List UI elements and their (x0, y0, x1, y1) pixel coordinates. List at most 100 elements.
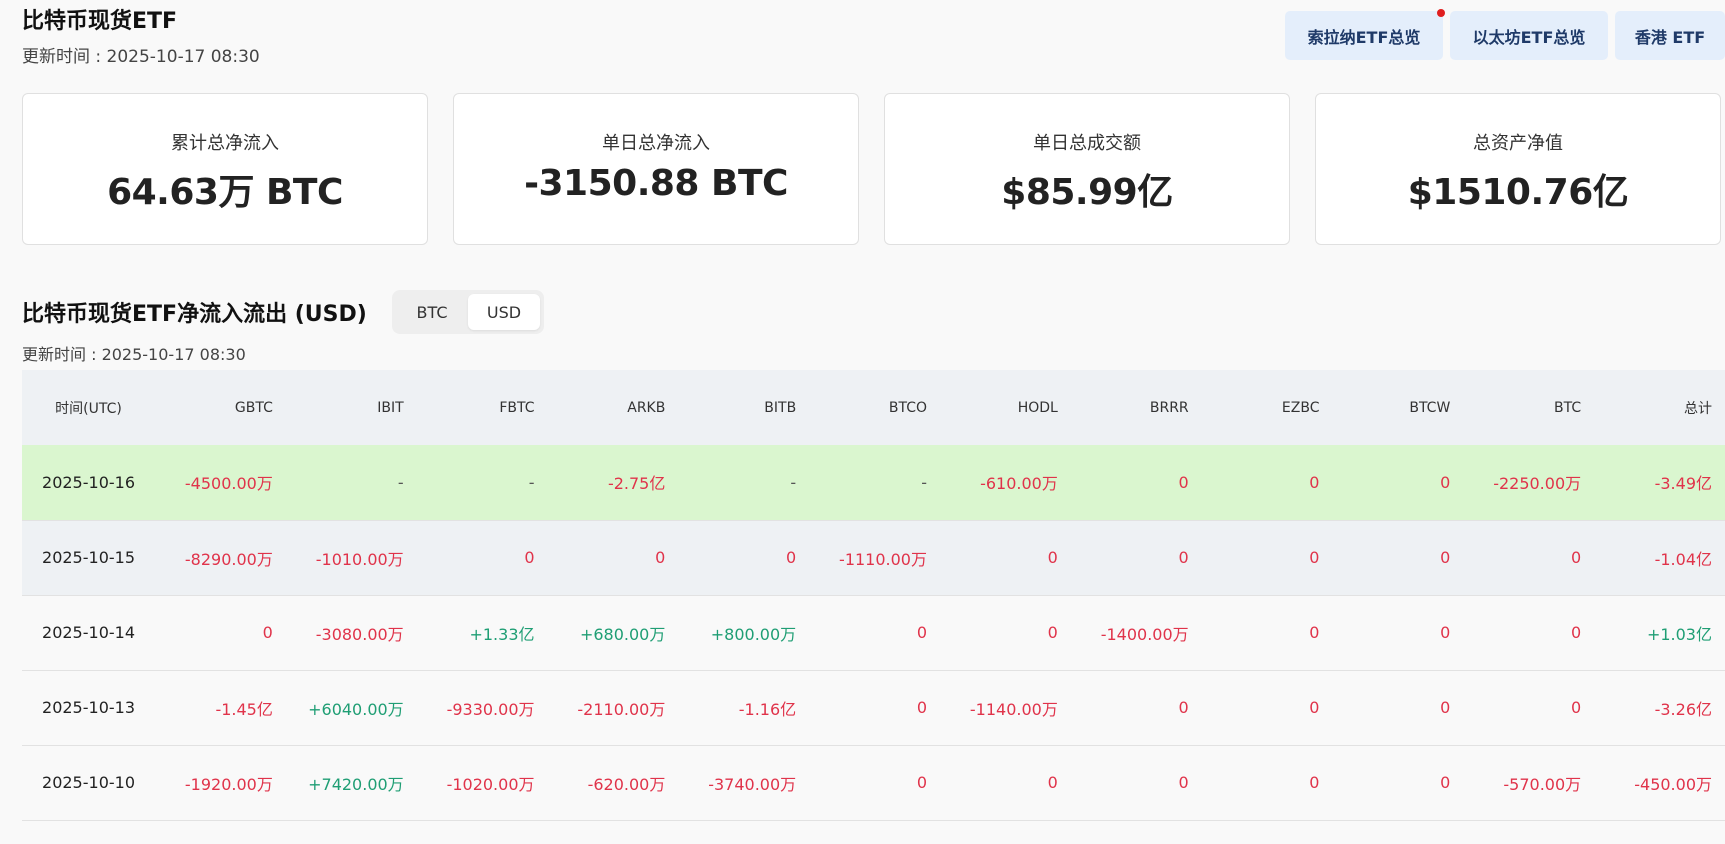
notification-dot (1437, 9, 1445, 17)
solana-etf-label: 索拉纳ETF总览 (1307, 27, 1421, 47)
flow-cell: 0 (1332, 595, 1464, 671)
date-cell: 2025-10-10 (22, 745, 156, 821)
flow-cell: 0 (1201, 595, 1333, 671)
flow-cell: -450.00万 (1594, 745, 1725, 821)
flow-cell: -1020.00万 (416, 745, 548, 821)
flow-cell: 0 (1463, 670, 1595, 746)
flow-cell: 0 (1332, 745, 1464, 821)
toggle-usd[interactable]: USD (468, 294, 540, 330)
flow-cell: -1.16亿 (678, 670, 810, 746)
toggle-btc[interactable]: BTC (416, 302, 448, 322)
flow-cell: 0 (1070, 445, 1202, 521)
ethereum-etf-button[interactable]: 以太坊ETF总览 (1450, 11, 1608, 60)
flow-cell: -1400.00万 (1070, 595, 1202, 671)
flow-cell: 0 (940, 745, 1071, 821)
column-header: 时间(UTC) (22, 370, 156, 445)
solana-etf-button[interactable]: 索拉纳ETF总览 (1285, 9, 1445, 60)
column-header: 总计 (1594, 370, 1725, 445)
flow-cell: -1010.00万 (285, 520, 417, 596)
flow-cell: - (416, 445, 548, 521)
top-nav-buttons: 索拉纳ETF总览 以太坊ETF总览 香港 ETF (1285, 9, 1725, 60)
stats-row: 累计总净流入 64.63万 BTC 单日总净流入 -3150.88 BTC 单日… (22, 93, 1721, 245)
flow-cell: 0 (155, 595, 286, 671)
stat-value: 64.63万 BTC (107, 172, 343, 213)
stat-label: 单日总净流入 (602, 133, 710, 154)
column-header: ARKB (547, 370, 679, 445)
flow-cell: - (809, 445, 940, 521)
column-header: BTCW (1332, 370, 1464, 445)
flow-cell: 0 (809, 670, 940, 746)
section-title: 比特币现货ETF净流入流出 (USD) (22, 302, 367, 327)
column-header: GBTC (155, 370, 286, 445)
column-header: FBTC (416, 370, 548, 445)
flow-cell: -4500.00万 (155, 445, 286, 521)
flow-cell: +680.00万 (547, 595, 679, 671)
flow-cell: -8290.00万 (155, 520, 286, 596)
flow-cell: -3.49亿 (1594, 445, 1725, 521)
flow-cell: +1.03亿 (1594, 595, 1725, 671)
table-body: 2025-10-16 -4500.00万 - - -2.75亿 - - -610.00万 0 0 0… (22, 445, 1725, 821)
date-cell: 2025-10-15 (22, 520, 156, 596)
table-header-row: 时间(UTC) GBTC IBIT FBTC ARKB BITB BTCO HODL BRRR E… (22, 370, 1725, 445)
flow-cell: +7420.00万 (285, 745, 417, 821)
stat-value: $1510.76亿 (1407, 172, 1629, 213)
flow-cell: -2250.00万 (1463, 445, 1595, 521)
column-header: EZBC (1201, 370, 1333, 445)
flow-cell: 0 (809, 745, 940, 821)
flow-cell: 0 (1332, 670, 1464, 746)
flow-cell: -570.00万 (1463, 745, 1595, 821)
column-header: BRRR (1070, 370, 1202, 445)
page-header: 比特币现货ETF 更新时间 : 2025-10-17 08:30 (22, 8, 260, 67)
flow-cell: -9330.00万 (416, 670, 548, 746)
flow-cell: 0 (1201, 745, 1333, 821)
table-row: 2025-10-13 -1.45亿 +6040.00万 -9330.00万 -2110.… (22, 670, 1725, 746)
column-header: IBIT (285, 370, 417, 445)
stat-card-cumulative-inflow: 累计总净流入 64.63万 BTC (22, 93, 428, 245)
flow-cell: -2.75亿 (547, 445, 679, 521)
flow-cell: -3080.00万 (285, 595, 417, 671)
page-updated-time: 更新时间 : 2025-10-17 08:30 (22, 47, 260, 67)
flow-cell: -2110.00万 (547, 670, 679, 746)
flow-cell: -3.26亿 (1594, 670, 1725, 746)
flow-cell: -610.00万 (940, 445, 1071, 521)
stat-card-total-nav: 总资产净值 $1510.76亿 (1315, 93, 1721, 245)
hongkong-etf-button[interactable]: 香港 ETF (1615, 11, 1725, 60)
flow-cell: -1110.00万 (809, 520, 940, 596)
flow-cell: +1.33亿 (416, 595, 548, 671)
flow-cell: 0 (1332, 445, 1464, 521)
flow-cell: 0 (1463, 595, 1595, 671)
column-header: BTC (1463, 370, 1595, 445)
flow-cell: 0 (1070, 745, 1202, 821)
flow-cell: 0 (1070, 670, 1202, 746)
flow-cell: 0 (940, 520, 1071, 596)
flow-cell: 0 (1463, 520, 1595, 596)
flow-cell: 0 (1332, 520, 1464, 596)
flow-cell: - (285, 445, 417, 521)
stat-label: 总资产净值 (1473, 133, 1563, 154)
date-cell: 2025-10-14 (22, 595, 156, 671)
flow-cell: 0 (809, 595, 940, 671)
stat-value: $85.99亿 (1001, 172, 1173, 213)
flow-cell: +6040.00万 (285, 670, 417, 746)
column-header: BTCO (809, 370, 940, 445)
section-updated-time: 更新时间 : 2025-10-17 08:30 (22, 345, 246, 364)
stat-label: 单日总成交额 (1033, 133, 1141, 154)
flow-cell: -1.45亿 (155, 670, 286, 746)
table-row: 2025-10-15 -8290.00万 -1010.00万 0 0 0 -1110.00万… (22, 520, 1725, 596)
etf-flow-table: 时间(UTC) GBTC IBIT FBTC ARKB BITB BTCO HODL BRRR E… (22, 370, 1725, 821)
flow-cell: 0 (1070, 520, 1202, 596)
table-row: 2025-10-16 -4500.00万 - - -2.75亿 - - -610.00万 0 0 0… (22, 445, 1725, 521)
column-header: HODL (940, 370, 1071, 445)
unit-toggle: BTC USD (392, 290, 544, 334)
flow-cell: 0 (940, 595, 1071, 671)
flow-cell: 0 (1201, 520, 1333, 596)
flow-cell: +800.00万 (678, 595, 810, 671)
stat-card-daily-inflow: 单日总净流入 -3150.88 BTC (453, 93, 859, 245)
column-header: BITB (678, 370, 810, 445)
flow-cell: 0 (547, 520, 679, 596)
flow-cell: 0 (678, 520, 810, 596)
flow-cell: -1.04亿 (1594, 520, 1725, 596)
page-title: 比特币现货ETF (22, 9, 178, 34)
date-cell: 2025-10-16 (22, 445, 156, 521)
table-row: 2025-10-10 -1920.00万 +7420.00万 -1020.00万 -62… (22, 745, 1725, 821)
